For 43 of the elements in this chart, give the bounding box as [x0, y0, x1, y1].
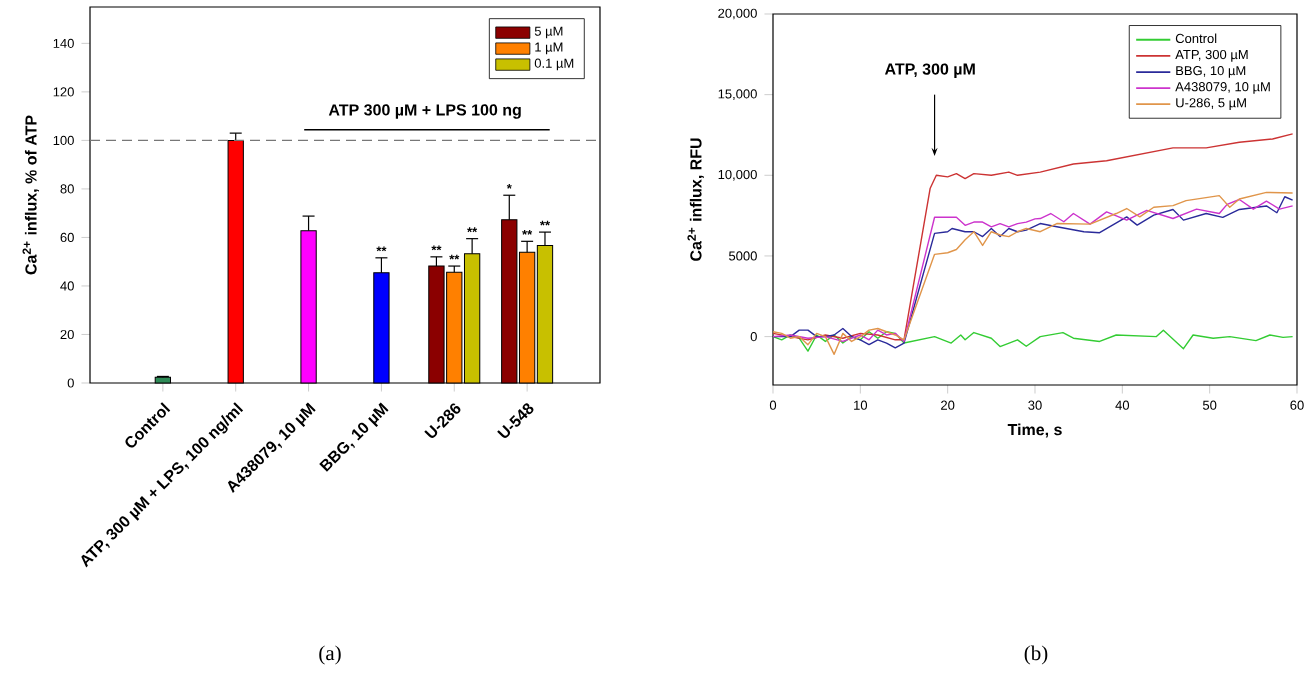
y-tick-label: 80 [60, 184, 74, 194]
text: (b) [1024, 645, 1048, 665]
data-label: ** [376, 246, 387, 252]
x-tick-label: 20 [941, 400, 955, 410]
y-tick-label: 100 [53, 135, 74, 146]
y-axis-title: Ca$^{2+}$ influx, RFU [687, 138, 704, 261]
y-tick-label: 140 [53, 38, 74, 48]
y-tick-label: 60 [60, 232, 74, 243]
y-tick-label: 20,000 [718, 8, 757, 20]
annotation: ATP 300 µM + LPS 100 ng [328, 104, 521, 119]
y-tick-label: 0 [67, 378, 74, 388]
y-tick-label: 40 [60, 281, 74, 291]
y-axis-title: Ca$^{2+}$ influx, % of ATP [22, 115, 39, 275]
x-tick-label: 50 [1202, 400, 1217, 410]
x-tick-label: 60 [1290, 400, 1304, 410]
legend-label: Control [1175, 33, 1217, 44]
legend-label: BBG, 10 µM [1176, 66, 1246, 78]
y-tick-label: 0 [750, 332, 757, 342]
y-tick-label: 15,000 [718, 89, 757, 101]
y-tick-label: 5000 [729, 251, 757, 261]
legend-label: 5 µM [534, 26, 563, 39]
x-axis-title: Time, s [1007, 423, 1062, 438]
legend-label: A438079, 10 µM [1175, 82, 1270, 94]
line-series [772, 329, 1294, 352]
data-label: ** [467, 227, 478, 233]
data-label: * [506, 183, 512, 189]
data-label: ** [522, 229, 533, 235]
legend-label: 1 µM [535, 42, 563, 55]
x-tick-label: 40 [1115, 400, 1130, 410]
annotation: ATP, 300 µM [884, 63, 975, 78]
data-label: ** [431, 245, 442, 251]
data-label: ** [539, 220, 551, 226]
data-label: ** [449, 254, 460, 260]
y-tick-label: 10,000 [718, 169, 757, 181]
legend-label: U-286, 5 µM [1176, 98, 1246, 110]
legend-label: ATP, 300 µM [1175, 49, 1248, 62]
x-tick-label: 30 [1028, 400, 1042, 410]
y-tick-label: 120 [53, 87, 74, 97]
text: (a) [319, 645, 341, 665]
y-tick-label: 20 [60, 329, 74, 340]
legend-label: 0.1 µM [534, 58, 574, 71]
x-tick-label: 10 [854, 400, 868, 410]
x-tick-label: 0 [769, 400, 777, 410]
